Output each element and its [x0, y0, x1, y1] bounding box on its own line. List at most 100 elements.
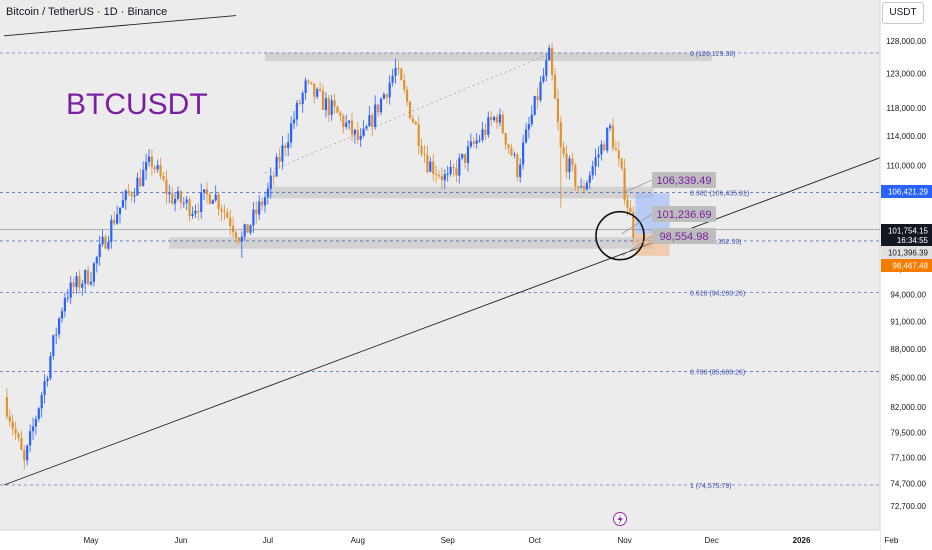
candle-177	[519, 158, 522, 183]
candle-body	[84, 270, 87, 284]
candle-124	[365, 124, 368, 130]
candle-body	[145, 162, 148, 171]
candle-body	[295, 102, 298, 120]
candle-32	[98, 235, 101, 266]
candle-211	[617, 141, 620, 167]
candle-156	[458, 153, 461, 184]
candle-128	[377, 104, 380, 117]
candle-body	[316, 88, 319, 97]
candle-182	[533, 95, 536, 116]
candle-body	[150, 156, 153, 167]
candle-129	[379, 97, 383, 116]
candle-72	[214, 185, 217, 203]
candle-body	[591, 166, 594, 176]
candle-body	[559, 122, 562, 147]
candle-123	[362, 120, 365, 138]
candle-body	[342, 115, 345, 127]
candle-body	[617, 150, 620, 159]
candle-38	[116, 205, 119, 225]
candle-body	[368, 115, 371, 127]
candle-body	[130, 193, 133, 197]
candle-212	[620, 157, 623, 171]
candle-body	[194, 210, 197, 214]
candle-body	[498, 114, 501, 123]
candle-64	[191, 206, 194, 219]
candle-body	[490, 117, 493, 121]
price-axis[interactable]	[880, 0, 932, 550]
candle-63	[188, 196, 191, 222]
candle-127	[374, 95, 377, 130]
candle-20	[63, 292, 66, 318]
candle-171	[501, 110, 504, 135]
candle-155	[455, 159, 458, 183]
candle-body	[440, 176, 443, 181]
candle-body	[345, 122, 348, 127]
candle-body	[23, 449, 26, 461]
candle-191	[559, 116, 562, 208]
candle-body	[403, 80, 406, 90]
candle-body	[252, 209, 255, 226]
candle-body	[232, 225, 235, 233]
candle-71	[211, 199, 214, 204]
candle-146	[429, 157, 432, 173]
candle-body	[304, 80, 307, 93]
price-label-1: 101,754.15	[888, 227, 929, 236]
candle-body	[58, 318, 61, 335]
lightning-icon[interactable]	[613, 512, 627, 526]
candle-body	[72, 282, 75, 288]
candle-body	[336, 106, 339, 113]
candle-body	[223, 211, 226, 213]
candle-35	[107, 235, 110, 251]
candle-body	[116, 214, 119, 224]
candle-131	[385, 93, 388, 104]
candle-206	[603, 141, 606, 151]
candle-body	[75, 276, 78, 288]
candle-39	[118, 207, 122, 224]
candle-161	[472, 136, 475, 148]
candle-48	[145, 153, 148, 180]
candle-body	[226, 212, 229, 218]
candle-112	[330, 94, 333, 121]
candle-68	[203, 189, 206, 200]
currency-button[interactable]: USDT	[882, 2, 924, 24]
candle-body	[237, 237, 240, 242]
candle-113	[333, 93, 336, 114]
candle-body	[107, 241, 110, 249]
candle-135	[397, 61, 400, 75]
candle-body	[124, 190, 127, 201]
candle-80	[237, 237, 240, 245]
candle-body	[52, 335, 55, 357]
candle-body	[159, 165, 162, 177]
candle-body	[452, 166, 455, 169]
candle-body	[243, 224, 246, 237]
candle-56	[168, 184, 171, 204]
target-label-2: 98,554.98	[660, 231, 709, 243]
candle-body	[400, 68, 403, 81]
candle-188	[551, 42, 554, 81]
candle-12	[40, 392, 43, 418]
candle-90	[266, 182, 269, 205]
candle-body	[87, 270, 90, 285]
candle-193	[565, 145, 568, 179]
candle-148	[435, 165, 438, 184]
candle-body	[17, 433, 20, 438]
y-tick-label-11: 79,500.00	[890, 428, 926, 437]
time-axis[interactable]	[0, 530, 880, 550]
x-tick-label-7: Dec	[704, 536, 718, 545]
candle-26	[81, 279, 84, 296]
fib-level-label-0: 0 (126,129.38)	[690, 51, 736, 58]
candle-body	[339, 112, 342, 116]
candle-body	[176, 191, 180, 199]
candle-body	[417, 124, 420, 147]
candle-151	[443, 169, 446, 189]
candle-61	[182, 197, 185, 208]
candle-body	[545, 60, 548, 76]
symbol-title: Bitcoin / TetherUS · 1D · Binance	[6, 6, 168, 18]
target-box-1	[652, 206, 716, 222]
candle-body	[11, 421, 14, 429]
candle-body	[98, 244, 101, 258]
candle-79	[234, 230, 238, 244]
candle-body	[121, 200, 124, 208]
